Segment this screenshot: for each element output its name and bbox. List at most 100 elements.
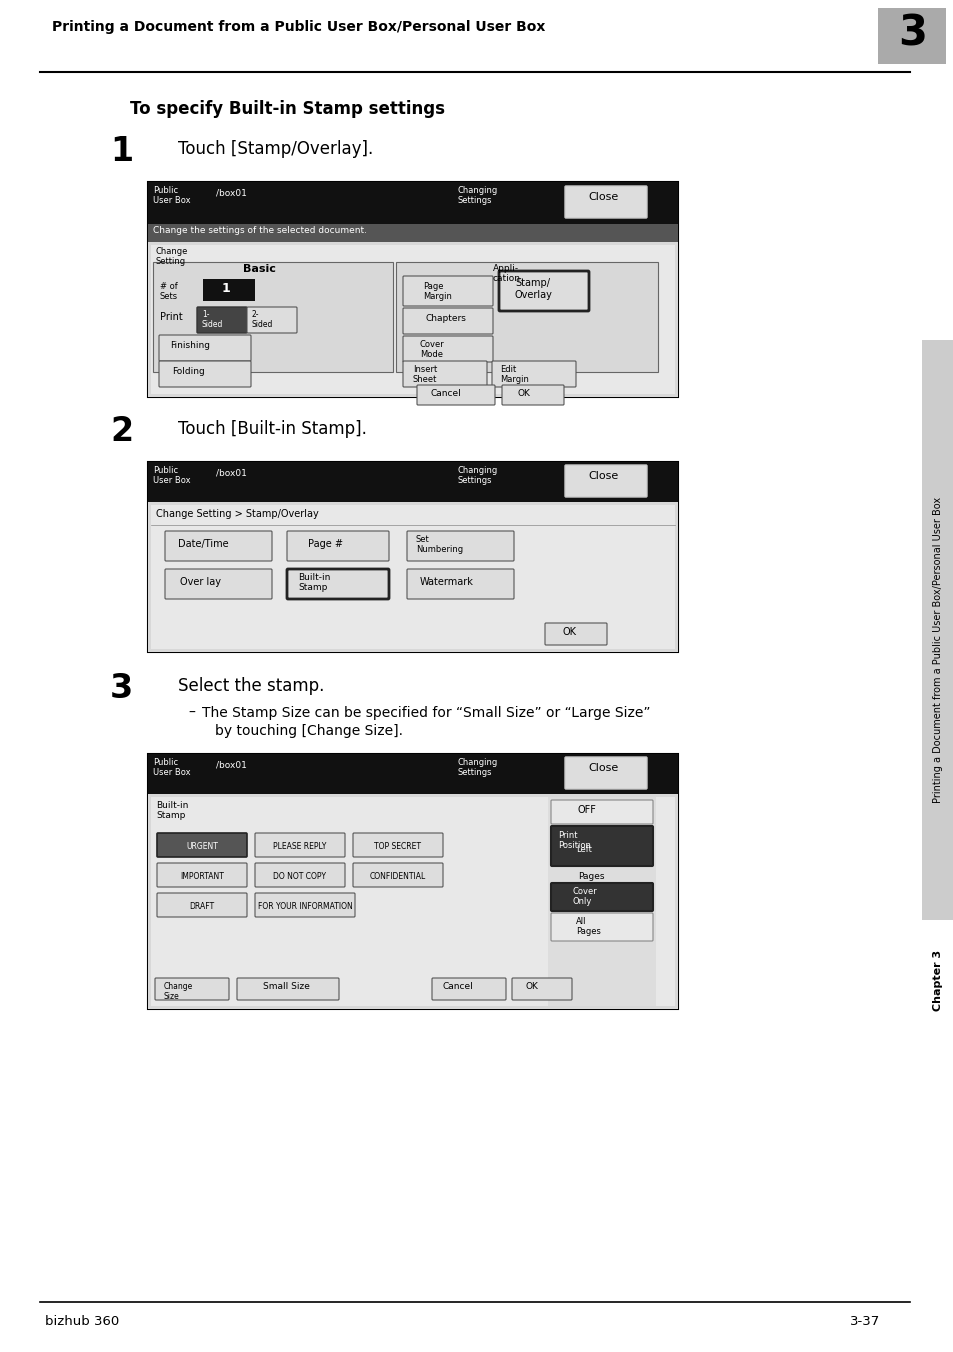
Text: FOR YOUR INFORMATION: FOR YOUR INFORMATION (257, 902, 352, 911)
FancyBboxPatch shape (402, 276, 493, 306)
Text: Page #: Page # (308, 539, 343, 549)
Text: Small Size: Small Size (263, 982, 310, 991)
FancyBboxPatch shape (196, 307, 247, 333)
Text: OK: OK (562, 627, 577, 637)
Text: Public
User Box: Public User Box (152, 758, 191, 777)
FancyBboxPatch shape (159, 361, 251, 387)
FancyBboxPatch shape (254, 833, 345, 857)
Text: 2: 2 (110, 415, 133, 448)
Text: Change Setting > Stamp/Overlay: Change Setting > Stamp/Overlay (156, 508, 318, 519)
Bar (148, 754, 678, 1009)
Bar (148, 462, 678, 652)
FancyBboxPatch shape (236, 977, 338, 1000)
FancyBboxPatch shape (501, 385, 563, 406)
Text: Set
Numbering: Set Numbering (416, 535, 462, 554)
Text: Insert
Sheet: Insert Sheet (413, 365, 436, 384)
Text: Change the settings of the selected document.: Change the settings of the selected docu… (152, 226, 367, 235)
Text: # of
Sets: # of Sets (160, 283, 178, 301)
Bar (148, 224, 678, 242)
FancyBboxPatch shape (287, 569, 389, 599)
Text: Folding: Folding (172, 366, 205, 376)
Text: Edit
Margin: Edit Margin (499, 365, 528, 384)
Text: Pages: Pages (578, 872, 604, 882)
Text: Basic: Basic (243, 264, 275, 274)
Bar (152, 262, 393, 372)
FancyBboxPatch shape (165, 569, 272, 599)
Text: Chapter 3: Chapter 3 (932, 949, 942, 1010)
Text: 3-37: 3-37 (849, 1315, 879, 1328)
FancyBboxPatch shape (154, 977, 229, 1000)
FancyBboxPatch shape (353, 863, 442, 887)
Text: Appli-
cation: Appli- cation (493, 264, 520, 284)
Text: CONFIDENTIAL: CONFIDENTIAL (370, 872, 426, 882)
Text: Left: Left (576, 845, 591, 854)
FancyBboxPatch shape (157, 894, 247, 917)
FancyBboxPatch shape (551, 913, 652, 941)
FancyBboxPatch shape (551, 800, 652, 823)
Text: Changing
Settings: Changing Settings (457, 187, 497, 206)
Text: 3: 3 (898, 14, 926, 55)
Text: /box01: /box01 (215, 188, 247, 197)
Text: by touching [Change Size].: by touching [Change Size]. (214, 725, 402, 738)
Text: DRAFT: DRAFT (190, 902, 214, 911)
Text: DO NOT COPY: DO NOT COPY (274, 872, 326, 882)
Text: OFF: OFF (578, 804, 597, 815)
FancyBboxPatch shape (287, 531, 389, 561)
FancyBboxPatch shape (407, 531, 514, 561)
FancyBboxPatch shape (564, 465, 646, 498)
Text: 3: 3 (110, 672, 133, 704)
Text: Page
Margin: Page Margin (422, 283, 452, 301)
Text: Print: Print (160, 312, 183, 322)
Bar (148, 794, 678, 1009)
Text: Printing a Document from a Public User Box/Personal User Box: Printing a Document from a Public User B… (932, 498, 942, 803)
Bar (547, 796, 656, 1006)
Text: TOP SECRET: TOP SECRET (375, 842, 421, 850)
Text: IMPORTANT: IMPORTANT (180, 872, 224, 882)
Text: Cover
Mode: Cover Mode (419, 339, 444, 360)
FancyBboxPatch shape (564, 187, 646, 218)
Text: –: – (188, 706, 194, 721)
FancyBboxPatch shape (157, 863, 247, 887)
Bar (877, 8, 945, 64)
FancyBboxPatch shape (402, 361, 486, 387)
FancyBboxPatch shape (551, 883, 652, 911)
Text: /box01: /box01 (215, 760, 247, 769)
FancyBboxPatch shape (544, 623, 606, 645)
Text: Touch [Built-in Stamp].: Touch [Built-in Stamp]. (178, 420, 367, 438)
Text: Changing
Settings: Changing Settings (457, 758, 497, 777)
FancyBboxPatch shape (254, 894, 355, 917)
FancyBboxPatch shape (247, 307, 296, 333)
Text: Watermark: Watermark (419, 577, 474, 587)
Text: Close: Close (587, 763, 618, 773)
Text: 1-
Sided: 1- Sided (202, 310, 223, 330)
Bar (148, 754, 678, 794)
Text: Stamp/
Overlay: Stamp/ Overlay (515, 279, 553, 300)
Text: Date/Time: Date/Time (178, 539, 229, 549)
Bar (395, 262, 658, 372)
Bar (148, 242, 678, 397)
Bar (151, 245, 675, 393)
Text: Touch [Stamp/Overlay].: Touch [Stamp/Overlay]. (178, 141, 373, 158)
Text: Cancel: Cancel (442, 982, 474, 991)
Bar (148, 183, 678, 397)
Text: Built-in
Stamp: Built-in Stamp (156, 800, 188, 821)
FancyBboxPatch shape (551, 826, 652, 867)
Text: 2-
Sided: 2- Sided (252, 310, 274, 330)
Bar (148, 183, 678, 224)
FancyBboxPatch shape (432, 977, 505, 1000)
Text: Print
Position: Print Position (558, 831, 590, 850)
Text: /box01: /box01 (215, 468, 247, 477)
FancyBboxPatch shape (157, 833, 247, 857)
Text: Printing a Document from a Public User Box/Personal User Box: Printing a Document from a Public User B… (52, 20, 545, 34)
Text: Cancel: Cancel (431, 389, 461, 397)
Text: 1: 1 (110, 135, 133, 168)
Text: Finishing: Finishing (170, 341, 210, 350)
Bar (148, 462, 678, 502)
Text: Over lay: Over lay (180, 577, 221, 587)
FancyBboxPatch shape (254, 863, 345, 887)
Text: Change
Setting: Change Setting (156, 247, 188, 266)
Text: Public
User Box: Public User Box (152, 187, 191, 206)
FancyBboxPatch shape (402, 337, 493, 362)
Text: URGENT: URGENT (186, 842, 217, 850)
Bar (148, 502, 678, 652)
